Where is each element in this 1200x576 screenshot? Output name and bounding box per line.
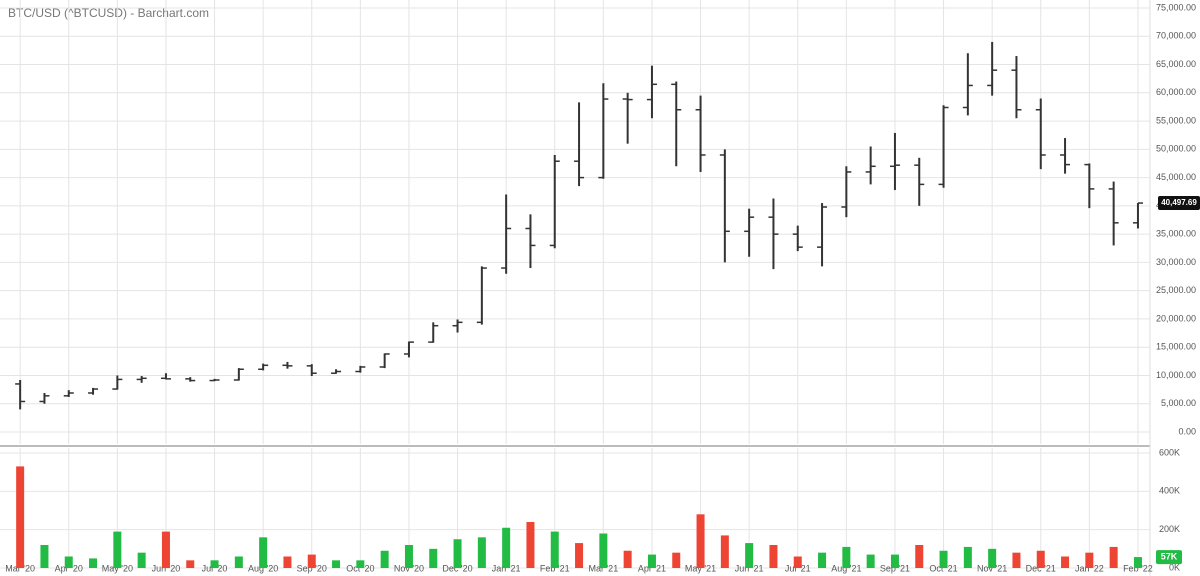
x-tick-label: Jul '20	[202, 563, 228, 573]
volume-tick-label: 0K	[1169, 562, 1180, 572]
volume-bar	[818, 552, 827, 568]
y-tick-label: 60,000.00	[1156, 87, 1196, 97]
volume-bar	[64, 556, 73, 568]
volume-bar	[842, 546, 851, 568]
x-tick-label: Jan '22	[1075, 563, 1104, 573]
volume-bar	[429, 548, 438, 568]
volume-bar	[1036, 550, 1045, 568]
y-tick-label: 10,000.00	[1156, 370, 1196, 380]
x-tick-label: Dec '20	[442, 563, 472, 573]
x-tick-label: May '20	[102, 563, 133, 573]
y-tick-label: 50,000.00	[1156, 144, 1196, 154]
volume-tick-label: 600K	[1159, 447, 1180, 457]
x-tick-label: Jul '21	[785, 563, 811, 573]
y-tick-label: 0.00	[1178, 426, 1196, 436]
last-volume-label: 57K	[1161, 551, 1178, 561]
x-tick-label: Nov '20	[394, 563, 424, 573]
volume-bar	[453, 539, 462, 568]
volume-bar	[186, 560, 195, 568]
volume-bar	[623, 550, 632, 568]
volume-bar	[526, 522, 535, 568]
volume-bar	[502, 527, 511, 568]
volume-bar	[477, 537, 486, 568]
x-tick-label: Feb '21	[540, 563, 570, 573]
volume-bar	[963, 546, 972, 568]
y-tick-label: 35,000.00	[1156, 229, 1196, 239]
volume-bar	[988, 548, 997, 568]
x-tick-label: Aug '20	[248, 563, 278, 573]
volume-bar	[1133, 557, 1142, 568]
x-tick-label: Jan '21	[492, 563, 521, 573]
volume-bar	[332, 560, 341, 568]
y-tick-label: 30,000.00	[1156, 257, 1196, 267]
x-tick-label: May '21	[685, 563, 716, 573]
volume-bar	[1061, 556, 1070, 568]
y-tick-label: 70,000.00	[1156, 31, 1196, 41]
volume-bar	[1109, 546, 1118, 568]
x-tick-label: Apr '20	[55, 563, 83, 573]
x-tick-label: Sep '20	[297, 563, 327, 573]
y-tick-label: 25,000.00	[1156, 285, 1196, 295]
volume-bar	[40, 545, 49, 568]
x-tick-label: Oct '20	[346, 563, 374, 573]
volume-bar	[89, 558, 98, 568]
volume-bar	[939, 550, 948, 568]
volume-bar	[307, 554, 316, 568]
volume-bar	[16, 466, 25, 568]
volume-bar	[283, 556, 292, 568]
volume-tick-label: 200K	[1159, 524, 1180, 534]
volume-bar	[161, 531, 170, 568]
volume-bar	[404, 545, 413, 568]
volume-bar	[647, 554, 656, 568]
x-tick-label: Sep '21	[880, 563, 910, 573]
volume-bar	[720, 535, 729, 568]
volume-bar	[890, 554, 899, 568]
volume-bar	[259, 537, 268, 568]
x-tick-label: Nov '21	[977, 563, 1007, 573]
y-tick-label: 65,000.00	[1156, 59, 1196, 69]
volume-bar	[769, 545, 778, 568]
volume-bar	[866, 554, 875, 568]
y-tick-label: 75,000.00	[1156, 2, 1196, 12]
x-tick-label: Mar '20	[5, 563, 35, 573]
x-tick-label: Dec '21	[1026, 563, 1056, 573]
x-tick-label: Aug '21	[831, 563, 861, 573]
y-tick-label: 20,000.00	[1156, 313, 1196, 323]
y-tick-label: 15,000.00	[1156, 342, 1196, 352]
volume-badge	[1156, 550, 1182, 565]
volume-bar	[210, 560, 219, 568]
y-tick-label: 5,000.00	[1161, 398, 1196, 408]
volume-bar	[915, 545, 924, 568]
volume-bar	[356, 560, 365, 568]
x-tick-label: Mar '21	[588, 563, 618, 573]
volume-bar	[599, 533, 608, 568]
volume-bar	[234, 556, 243, 568]
x-tick-label: Feb '22	[1123, 563, 1153, 573]
volume-bar	[380, 550, 389, 568]
volume-bar	[1085, 552, 1094, 568]
volume-tick-label: 400K	[1159, 486, 1180, 496]
volume-bar	[745, 543, 754, 568]
y-tick-label: 55,000.00	[1156, 115, 1196, 125]
volume-bar	[1012, 552, 1021, 568]
x-tick-label: Jun '21	[735, 563, 764, 573]
x-tick-label: Apr '21	[638, 563, 666, 573]
volume-bar	[672, 552, 681, 568]
price-badge	[1158, 196, 1200, 211]
volume-bar	[550, 531, 559, 568]
volume-bar	[575, 543, 584, 568]
volume-bar	[696, 514, 705, 568]
volume-bar	[793, 556, 802, 568]
x-tick-label: Jun '20	[152, 563, 181, 573]
volume-bar	[137, 552, 146, 568]
chart-title: BTC/USD (^BTCUSD) - Barchart.com	[8, 6, 209, 20]
volume-bar	[113, 531, 122, 568]
y-tick-label: 45,000.00	[1156, 172, 1196, 182]
x-tick-label: Oct '21	[929, 563, 957, 573]
last-price-label: 40,497.69	[1161, 198, 1197, 207]
